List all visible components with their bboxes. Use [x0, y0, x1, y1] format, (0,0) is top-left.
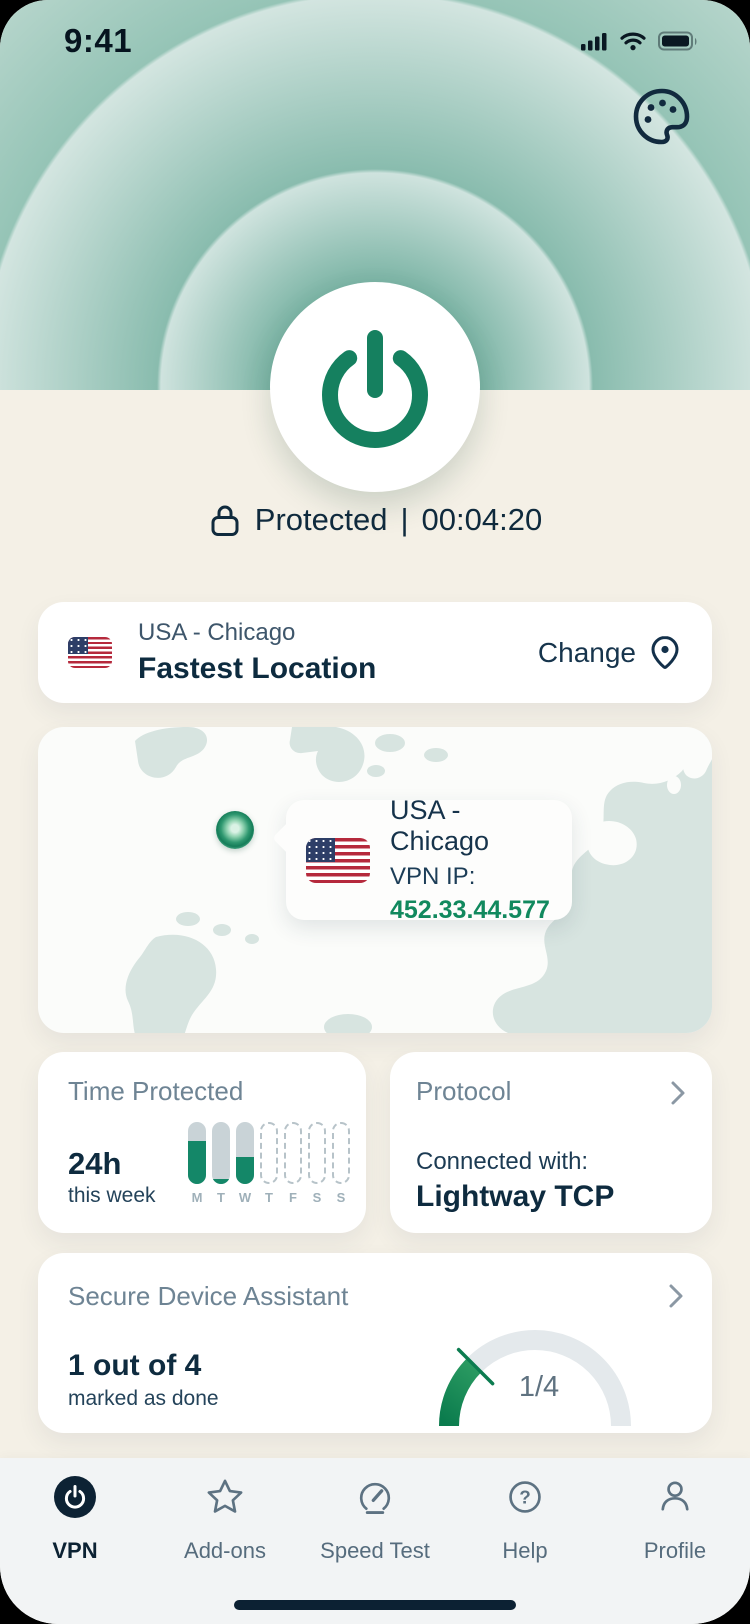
usa-flag-icon-large: [306, 837, 370, 883]
protocol-connected-label: Connected with:: [416, 1148, 589, 1175]
nav-label: VPN: [52, 1538, 98, 1563]
clock: 9:41: [64, 22, 133, 59]
protocol-title: Protocol: [416, 1076, 512, 1106]
tooltip-region: USA - Chicago: [390, 795, 490, 856]
gauge-label: 1/4: [519, 1371, 559, 1403]
nav-label: Help: [502, 1538, 548, 1563]
chevron-right-icon[interactable]: [668, 1283, 684, 1309]
time-protected-value: 24h: [68, 1146, 122, 1181]
theme-palette-button[interactable]: [628, 84, 694, 150]
tp-bar: [236, 1122, 254, 1184]
vpn-ip-label: VPN IP:: [390, 863, 476, 890]
location-info: USA - Chicago Fastest Location: [138, 619, 376, 686]
vpn-ip-value: 452.33.44.577: [390, 896, 550, 924]
help-icon: ?: [509, 1481, 541, 1513]
connection-location-marker: [216, 811, 254, 849]
gauge-needle: [456, 1347, 495, 1386]
battery-icon: [658, 31, 697, 50]
nav-label: Add-ons: [184, 1538, 266, 1563]
day-label: T: [217, 1190, 225, 1205]
power-icon: [322, 330, 428, 448]
location-region: USA - Chicago: [138, 619, 296, 646]
gauge-progress: [439, 1358, 482, 1427]
map-card: USA - Chicago VPN IP: 452.33.44.577: [38, 727, 712, 1033]
assistant-title: Secure Device Assistant: [68, 1281, 349, 1311]
day-label: S: [336, 1190, 346, 1205]
progress-gauge: 1/4: [439, 1330, 631, 1427]
home-indicator[interactable]: [234, 1600, 516, 1610]
speedometer-icon: [359, 1482, 391, 1514]
change-label: Change: [537, 636, 636, 668]
weekly-bar-chart: [188, 1122, 350, 1184]
world-map: [125, 727, 712, 1033]
cellular-signal-icon: [581, 32, 607, 50]
svg-text:?: ?: [519, 1488, 531, 1509]
tp-bar: [284, 1122, 302, 1184]
time-protected-subtitle: this week: [68, 1184, 156, 1207]
time-protected-card: Time Protected 24h this week M T W T F S…: [38, 1052, 366, 1233]
nav-item-profile[interactable]: Profile: [600, 1458, 750, 1624]
palette-icon: [633, 88, 690, 145]
day-label: T: [265, 1190, 273, 1205]
nav-label: Speed Test: [320, 1538, 430, 1563]
connection-divider: |: [400, 502, 409, 537]
day-label: M: [191, 1190, 203, 1205]
day-label: F: [289, 1190, 297, 1205]
tp-bar: [212, 1122, 230, 1184]
location-name: Fastest Location: [138, 652, 377, 685]
status-icons: [581, 31, 700, 52]
location-card[interactable]: USA - Chicago Fastest Location Change: [38, 602, 712, 703]
lock-icon: [211, 505, 239, 536]
tp-bar: [260, 1122, 278, 1184]
time-protected-title: Time Protected: [68, 1076, 244, 1106]
nav-item-vpn[interactable]: VPN: [0, 1458, 150, 1624]
wifi-icon: [620, 32, 646, 50]
map-tooltip: USA - Chicago VPN IP: 452.33.44.577: [286, 795, 572, 924]
day-label: S: [312, 1190, 322, 1205]
usa-flag-icon: [68, 637, 112, 668]
vpn-power-icon: [54, 1476, 96, 1518]
star-icon: [207, 1479, 243, 1513]
status-bar: 9:41: [0, 16, 750, 66]
change-location-button[interactable]: Change: [538, 635, 682, 671]
connection-timer: 00:04:20: [421, 502, 543, 537]
tp-bar: [332, 1122, 350, 1184]
secure-device-assistant-card[interactable]: Secure Device Assistant 1 out of 4 marke…: [38, 1253, 712, 1433]
nav-item-help[interactable]: ? Help: [450, 1458, 600, 1624]
connection-status-row: Protected | 00:04:20: [0, 502, 750, 538]
protocol-card[interactable]: Protocol Connected with: Lightway TCP: [390, 1052, 712, 1233]
tp-bar: [308, 1122, 326, 1184]
map-pin-icon: [651, 635, 679, 669]
weekday-labels: M T W T F S S: [188, 1190, 350, 1205]
vpn-power-button[interactable]: [270, 282, 480, 492]
bottom-navigation: VPN Add-ons Speed Test: [0, 1458, 750, 1624]
chevron-right-icon[interactable]: [670, 1080, 686, 1106]
assistant-value: 1 out of 4: [68, 1349, 202, 1382]
connection-status-label: Protected: [254, 502, 388, 537]
day-label: W: [238, 1190, 252, 1205]
nav-item-speedtest[interactable]: Speed Test: [300, 1458, 450, 1624]
tp-bar: [188, 1122, 206, 1184]
protocol-value: Lightway TCP: [416, 1180, 615, 1213]
nav-label: Profile: [643, 1538, 707, 1563]
assistant-subtitle: marked as done: [68, 1387, 219, 1410]
profile-icon: [661, 1481, 689, 1511]
nav-item-addons[interactable]: Add-ons: [150, 1458, 300, 1624]
